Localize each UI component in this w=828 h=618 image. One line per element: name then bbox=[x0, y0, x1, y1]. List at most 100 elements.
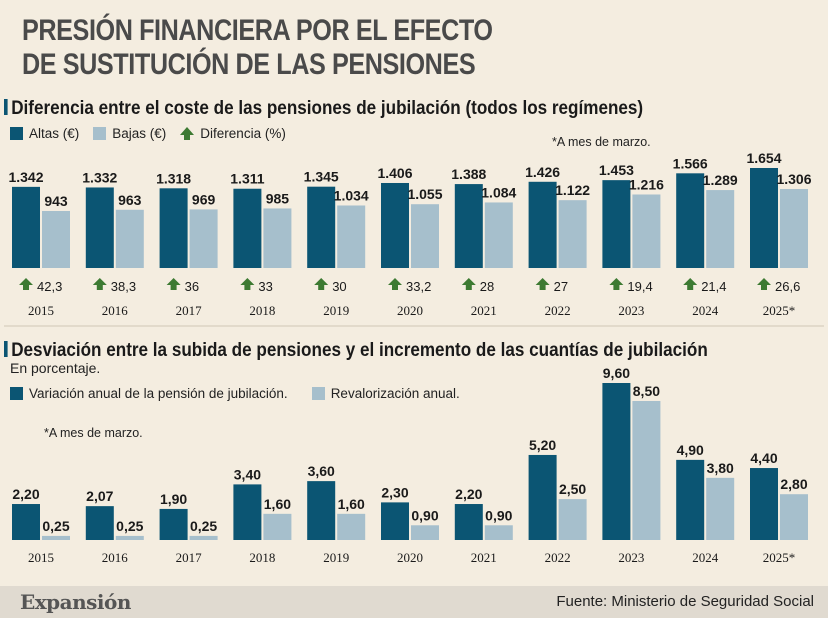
legend-revalorizacion: Revalorización anual. bbox=[311, 386, 460, 401]
x-tick-label: 2019 bbox=[323, 303, 349, 318]
diferencia-value-label: 28 bbox=[480, 279, 494, 294]
variacion-value-label: 2,07 bbox=[86, 488, 113, 504]
altas-value-label: 1.426 bbox=[525, 164, 560, 180]
up-arrow-icon bbox=[757, 278, 771, 290]
chart2-title-text: Desviación entre la subida de pensiones … bbox=[11, 340, 708, 361]
bajas-bar bbox=[337, 205, 366, 268]
diferencia-value-label: 21,4 bbox=[701, 279, 726, 294]
variacion-value-label: 4,90 bbox=[677, 442, 704, 458]
bajas-bar bbox=[484, 202, 513, 268]
chart1-title-marker bbox=[4, 99, 8, 115]
x-tick-label: 2020 bbox=[397, 550, 423, 565]
altas-value-label: 1.345 bbox=[304, 169, 339, 185]
variacion-value-label: 2,20 bbox=[12, 486, 39, 502]
x-tick-label: 2016 bbox=[102, 550, 129, 565]
revalorizacion-value-label: 1,60 bbox=[338, 496, 365, 512]
x-tick-label: 2021 bbox=[471, 303, 497, 318]
bajas-value-label: 1.306 bbox=[776, 171, 811, 187]
revalorizacion-value-label: 0,25 bbox=[190, 518, 217, 534]
revalorizacion-bar bbox=[189, 535, 218, 540]
variacion-value-label: 3,40 bbox=[234, 466, 261, 482]
x-tick-label: 2022 bbox=[545, 303, 571, 318]
altas-bar bbox=[307, 186, 336, 268]
x-tick-label: 2024 bbox=[692, 303, 719, 318]
legend-altas-swatch bbox=[10, 127, 23, 140]
altas-value-label: 1.453 bbox=[599, 162, 634, 178]
revalorizacion-bar bbox=[42, 535, 70, 540]
up-arrow-icon bbox=[92, 278, 107, 290]
variacion-bar bbox=[602, 383, 631, 540]
x-tick-label: 2021 bbox=[471, 550, 497, 565]
main-title-line-2: DE SUSTITUCIÓN DE LAS PENSIONES bbox=[22, 48, 476, 81]
variacion-value-label: 5,20 bbox=[529, 437, 556, 453]
x-tick-label: 2023 bbox=[618, 303, 644, 318]
chart2-legend: Variación anual de la pensión de jubilac… bbox=[10, 386, 474, 401]
revalorizacion-bar bbox=[411, 525, 439, 540]
chart1-title: Diferencia entre el coste de las pension… bbox=[4, 98, 643, 120]
revalorizacion-value-label: 0,90 bbox=[485, 507, 512, 523]
source-text: Fuente: Ministerio de Seguridad Social bbox=[556, 593, 814, 610]
up-arrow-icon bbox=[180, 126, 195, 140]
altas-bar bbox=[676, 173, 705, 268]
variacion-value-label: 2,30 bbox=[381, 484, 408, 500]
x-tick-label: 2016 bbox=[102, 303, 129, 318]
legend-bajas-label: Bajas (€) bbox=[112, 126, 167, 141]
chart1-title-text: Diferencia entre el coste de las pension… bbox=[11, 98, 644, 119]
bajas-value-label: 1.289 bbox=[703, 172, 738, 188]
revalorizacion-bar bbox=[706, 477, 735, 540]
bajas-value-label: 985 bbox=[266, 190, 290, 206]
diferencia-value-label: 19,4 bbox=[627, 279, 652, 294]
revalorizacion-value-label: 2,50 bbox=[559, 481, 586, 497]
up-arrow-icon bbox=[461, 278, 476, 290]
chart1-legend: Altas (€) Bajas (€) Diferencia (%) bbox=[10, 126, 300, 141]
variacion-value-label: 1,90 bbox=[160, 491, 187, 507]
altas-bar bbox=[381, 182, 409, 268]
x-tick-label: 2025* bbox=[763, 303, 796, 318]
up-arrow-icon bbox=[19, 278, 33, 290]
diferencia-value-label: 27 bbox=[554, 279, 568, 294]
revalorizacion-bar bbox=[263, 513, 292, 540]
diferencia-value-label: 36 bbox=[185, 279, 199, 294]
revalorizacion-bar bbox=[632, 400, 661, 540]
diferencia-value-label: 33 bbox=[258, 279, 272, 294]
x-tick-label: 2023 bbox=[618, 550, 644, 565]
variacion-bar bbox=[12, 504, 40, 540]
legend-variacion-swatch bbox=[10, 387, 23, 400]
chart1-note: *A mes de marzo. bbox=[552, 135, 651, 149]
bajas-bar bbox=[558, 200, 587, 268]
revalorizacion-value-label: 0,25 bbox=[42, 518, 69, 534]
variacion-bar bbox=[454, 504, 483, 540]
diferencia-value-label: 30 bbox=[332, 279, 346, 294]
up-arrow-icon bbox=[166, 278, 181, 290]
bajas-bar bbox=[263, 208, 292, 268]
legend-variacion: Variación anual de la pensión de jubilac… bbox=[10, 386, 288, 401]
altas-value-label: 1.311 bbox=[230, 171, 264, 187]
revalorizacion-value-label: 0,90 bbox=[411, 507, 438, 523]
diferencia-value-label: 42,3 bbox=[37, 279, 62, 294]
bajas-value-label: 1.084 bbox=[481, 184, 516, 200]
altas-bar bbox=[528, 181, 557, 268]
bajas-value-label: 1.055 bbox=[407, 186, 442, 202]
bajas-bar bbox=[780, 189, 808, 268]
variacion-bar bbox=[307, 481, 336, 540]
up-arrow-icon bbox=[535, 278, 550, 290]
revalorizacion-value-label: 0,25 bbox=[116, 518, 143, 534]
x-tick-label: 2015 bbox=[28, 303, 54, 318]
altas-bar bbox=[12, 186, 40, 268]
x-tick-label: 2020 bbox=[397, 303, 423, 318]
bajas-value-label: 1.034 bbox=[334, 187, 369, 203]
chart2-note: *A mes de marzo. bbox=[44, 426, 143, 440]
revalorizacion-bar bbox=[780, 494, 808, 540]
up-arrow-icon bbox=[388, 278, 402, 290]
up-arrow-icon bbox=[314, 278, 329, 290]
x-tick-label: 2017 bbox=[176, 303, 203, 318]
chart2-title: Desviación entre la subida de pensiones … bbox=[4, 340, 708, 362]
x-tick-label: 2018 bbox=[249, 550, 275, 565]
x-tick-label: 2018 bbox=[249, 303, 275, 318]
legend-altas-label: Altas (€) bbox=[29, 126, 80, 141]
variacion-bar bbox=[85, 506, 114, 540]
legend-revalorizacion-label: Revalorización anual. bbox=[330, 386, 460, 401]
variacion-bar bbox=[676, 459, 705, 540]
brand-logo: Expansión bbox=[20, 590, 131, 614]
